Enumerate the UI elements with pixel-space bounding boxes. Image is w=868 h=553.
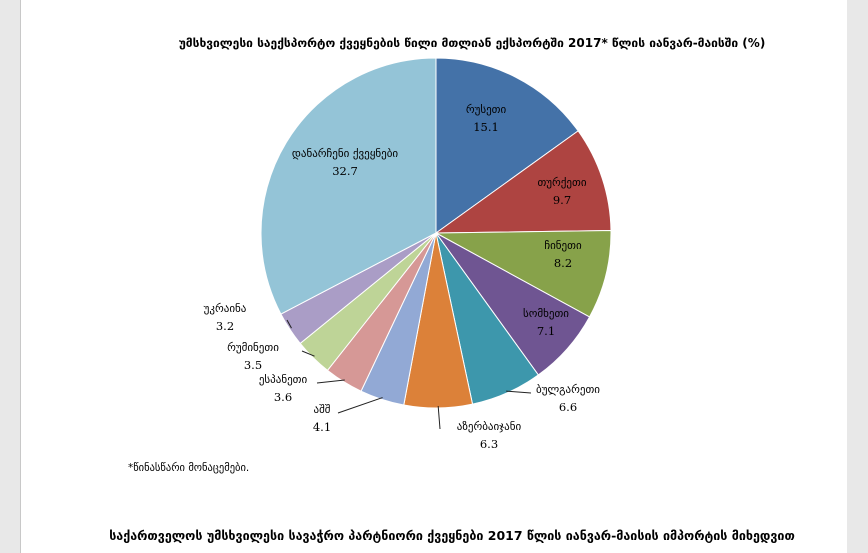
slice-label-name-4: სომხეთი [523,307,569,320]
slice-label-value-4: 7.1 [537,324,555,338]
next-chart-title: საქართველოს უმსხვილესი სავაჭრო პარტნიორი… [109,528,795,543]
leader-line-10 [286,319,292,329]
slice-label-name-1: რუსეთი [466,103,507,116]
slice-label-value-1: 15.1 [473,120,499,134]
leader-line-7 [337,397,383,414]
slice-label-value-10: 3.2 [216,319,234,333]
slice-label-name-2: თურქეთი [537,176,586,189]
left-page-border [0,0,21,553]
slice-label-value-6: 6.3 [480,437,498,451]
slice-label-value-7: 4.1 [313,420,331,434]
pie-slice-11 [260,57,437,315]
slice-label-name-11: დანარჩენი ქვეყნები [292,147,399,160]
leader-line-6 [437,405,441,430]
footnote: *წინასწარი მონაცემები. [128,462,250,474]
slice-label-value-3: 8.2 [554,256,572,270]
slice-label-value-5: 6.6 [559,400,577,414]
chart-title: უმსხვილესი საექსპორტო ქვეყნების წილი მთლ… [178,36,766,50]
leader-line-8 [316,379,345,384]
leader-line-5 [506,390,532,394]
slice-label-value-2: 9.7 [553,193,571,207]
leader-line-9 [301,350,315,357]
slice-label-name-8: ესპანეთი [259,373,308,386]
slice-label-name-5: ბულგარეთი [536,383,600,396]
slice-label-value-8: 3.6 [274,390,292,404]
pie-slice-3 [434,230,612,318]
slice-label-value-9: 3.5 [244,358,262,372]
slice-label-name-6: აზერბაიჯანი [457,420,522,433]
slice-label-name-7: აშშ [314,403,331,416]
slice-label-value-11: 32.7 [332,164,358,178]
pie-slice-2 [434,130,612,234]
pie-slice-1 [435,57,579,234]
slice-label-name-10: უკრაინა [204,302,247,315]
slice-label-name-9: რუმინეთი [227,341,279,354]
slice-label-name-3: ჩინეთი [544,239,582,252]
